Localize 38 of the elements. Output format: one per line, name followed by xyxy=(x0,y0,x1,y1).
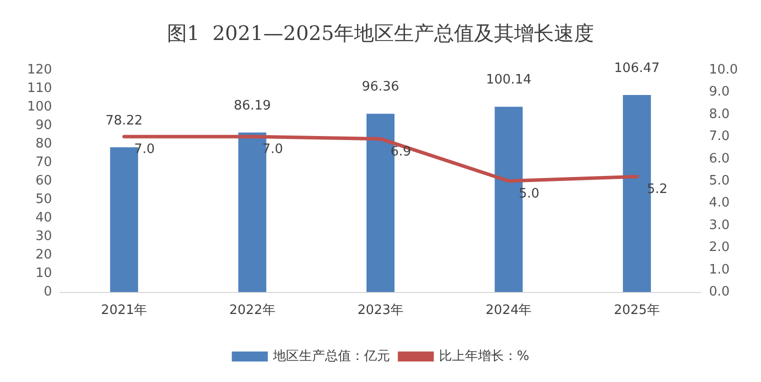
data-label: 86.19 xyxy=(234,98,271,114)
y2-tick-label: 2.0 xyxy=(709,240,730,256)
data-label: 106.47 xyxy=(614,61,660,76)
y-tick-label: 10 xyxy=(35,266,52,281)
data-label: 100.14 xyxy=(486,72,532,88)
y2-tick-label: 3.0 xyxy=(709,218,730,233)
x-tick-label: 2021年 xyxy=(101,303,148,318)
x-tick-label: 2023年 xyxy=(357,303,404,318)
y-tick-label: 100 xyxy=(27,100,52,114)
y-tick-label: 80 xyxy=(35,136,52,152)
x-tick-label: 2025年 xyxy=(614,303,660,318)
y-tick-label: 90 xyxy=(35,118,52,133)
y2-tick-label: 10.0 xyxy=(709,62,738,78)
y-tick-label: 110 xyxy=(27,81,52,96)
y2-tick-label: 6.0 xyxy=(709,151,730,166)
y-tick-label: 20 xyxy=(35,248,52,262)
legend-label: 比上年增长：% xyxy=(438,349,530,364)
y2-tick-label: 8.0 xyxy=(709,106,730,122)
chart-title: 图1 2021—2025年地区生产总值及其增长速度 xyxy=(166,21,594,45)
y2-tick-label: 0.0 xyxy=(709,284,730,300)
data-label: 78.22 xyxy=(105,113,143,128)
y-tick-label: 60 xyxy=(35,174,52,188)
y-tick-label: 40 xyxy=(35,210,52,226)
y-tick-label: 70 xyxy=(35,155,52,170)
y2-tick-label: 4.0 xyxy=(709,196,730,211)
x-tick-label: 2024年 xyxy=(486,303,532,318)
y2-tick-label: 5.0 xyxy=(709,174,730,188)
y-tick-label: 30 xyxy=(35,229,52,244)
x-tick-label: 2022年 xyxy=(229,303,276,318)
y-tick-label: 120 xyxy=(27,62,52,78)
line-series xyxy=(122,134,639,183)
y2-tick-label: 1.0 xyxy=(709,262,730,278)
y-tick-label: 0 xyxy=(44,284,52,300)
data-label: 96.36 xyxy=(362,80,400,95)
y-tick-label: 50 xyxy=(35,192,52,207)
y2-tick-label: 9.0 xyxy=(709,84,730,100)
legend-label: 地区生产总值：亿元 xyxy=(272,349,390,364)
y2-tick-label: 7.0 xyxy=(709,129,730,144)
